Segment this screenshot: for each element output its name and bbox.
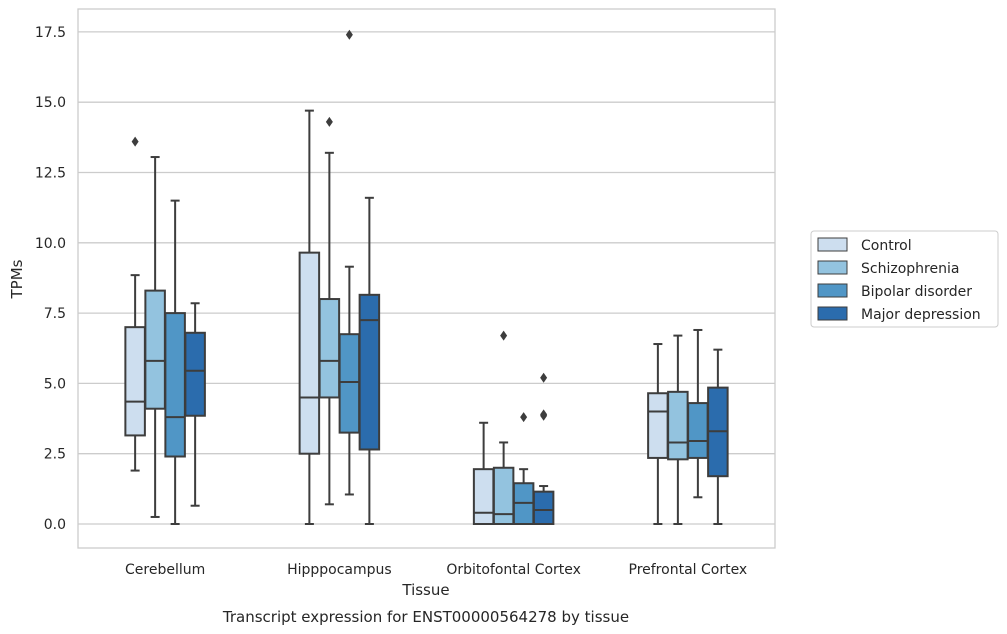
box-iqr	[532, 490, 555, 525]
outlier-point	[540, 372, 548, 383]
box-iqr	[492, 466, 515, 526]
box-iqr	[667, 390, 689, 461]
y-tick-label: 5.0	[44, 376, 66, 392]
box-iqr	[647, 392, 669, 459]
box-iqr	[298, 251, 321, 455]
x-tick-labels: Cerebellum Hipppocampus Orbitofontal Corte…	[125, 562, 747, 578]
legend-label: Major depression	[861, 307, 981, 323]
legend-label: Bipolar disorder	[861, 284, 972, 300]
y-axis-title: TPMs	[8, 259, 26, 299]
y-tick-label: 7.5	[44, 306, 66, 322]
y-tick-label: 10.0	[35, 236, 66, 252]
box-major-depression	[532, 372, 555, 525]
legend-frame	[810, 230, 999, 328]
box-iqr	[358, 293, 381, 451]
box-iqr	[144, 289, 166, 410]
outlier-point	[500, 330, 508, 341]
box-schizophrenia	[318, 116, 341, 506]
outlier-point	[540, 409, 548, 420]
chart-caption: Transcript expression for ENST0000056427…	[222, 608, 629, 626]
box-major-depression	[184, 302, 206, 507]
x-tick-label: Orbitofontal Cortex	[446, 562, 581, 578]
box-control	[298, 109, 321, 525]
y-tick-label: 15.0	[35, 95, 66, 111]
x-tick-label: Prefrontal Cortex	[629, 562, 748, 578]
box-iqr	[472, 468, 495, 525]
legend-swatch	[817, 306, 848, 321]
outlier-point	[520, 412, 528, 423]
legend: Control Schizophrenia Bipolar disorder Majo…	[810, 230, 999, 328]
box-control	[124, 136, 146, 472]
box-iqr	[184, 331, 206, 417]
x-tick-label: Hipppocampus	[287, 562, 392, 578]
outlier-point	[325, 116, 333, 127]
box-major-depression	[358, 196, 381, 525]
box-schizophrenia	[492, 330, 515, 526]
box-schizophrenia	[144, 156, 166, 518]
box-iqr	[318, 298, 341, 399]
box-control	[647, 343, 669, 525]
plot-area-frame	[77, 8, 776, 549]
box-schizophrenia	[667, 334, 689, 525]
legend-swatch	[817, 237, 848, 252]
outlier-point	[131, 136, 139, 147]
box-bipolar-disorder	[338, 29, 361, 496]
box-major-depression	[707, 348, 729, 525]
boxes	[124, 29, 729, 526]
legend-label: Schizophrenia	[861, 261, 959, 277]
box-iqr	[164, 312, 186, 458]
y-tick-label: 12.5	[35, 166, 66, 182]
x-tick-label: Cerebellum	[125, 562, 205, 578]
legend-label: Control	[861, 238, 912, 254]
box-bipolar-disorder	[687, 328, 709, 499]
legend-swatch	[817, 260, 848, 275]
legend-swatch	[817, 283, 848, 298]
y-tick-labels: 0.0 2.5 5.0 7.5 10.0 12.5 15.0 17.5	[35, 25, 66, 533]
box-iqr	[338, 333, 361, 434]
box-iqr	[687, 402, 709, 459]
box-iqr	[124, 326, 146, 437]
box-bipolar-disorder	[512, 412, 535, 526]
y-tick-label: 2.5	[44, 447, 66, 463]
outlier-point	[345, 29, 353, 40]
y-tick-label: 0.0	[44, 517, 66, 533]
x-axis-title: Tissue	[401, 581, 449, 599]
box-control	[472, 421, 495, 525]
y-tick-label: 17.5	[35, 25, 66, 41]
box-bipolar-disorder	[164, 199, 186, 525]
